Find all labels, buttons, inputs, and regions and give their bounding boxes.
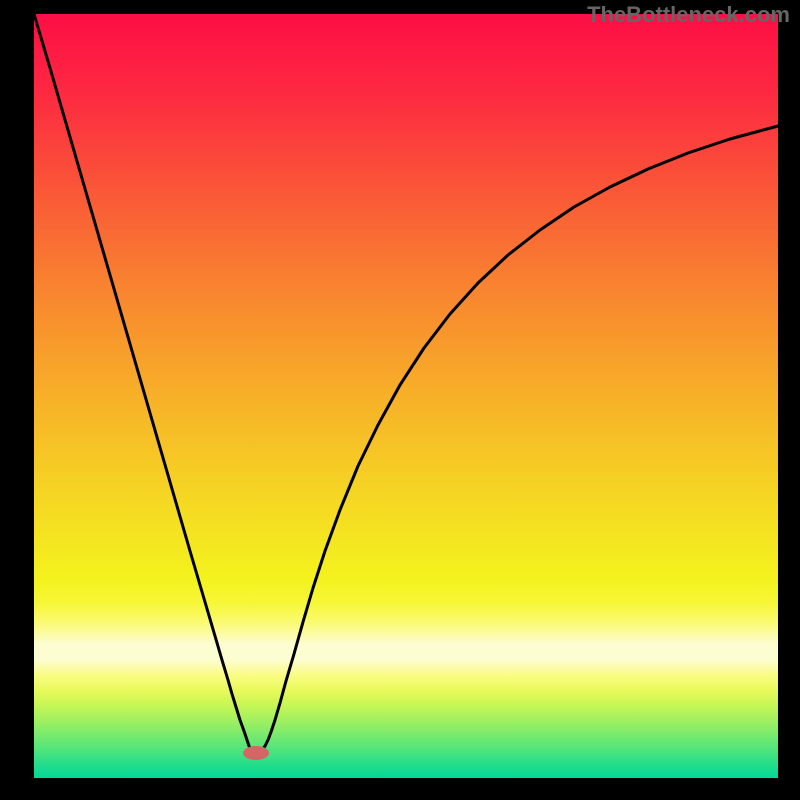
watermark-text: TheBottleneck.com [587,2,790,28]
plot-area [34,14,778,778]
chart-container: TheBottleneck.com [0,0,800,800]
